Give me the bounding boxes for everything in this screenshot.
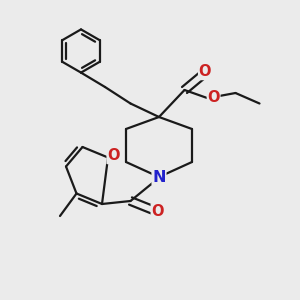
Text: O: O: [199, 64, 211, 80]
Text: N: N: [152, 169, 166, 184]
Text: O: O: [151, 204, 164, 219]
Text: O: O: [107, 148, 120, 164]
Text: O: O: [207, 90, 220, 105]
